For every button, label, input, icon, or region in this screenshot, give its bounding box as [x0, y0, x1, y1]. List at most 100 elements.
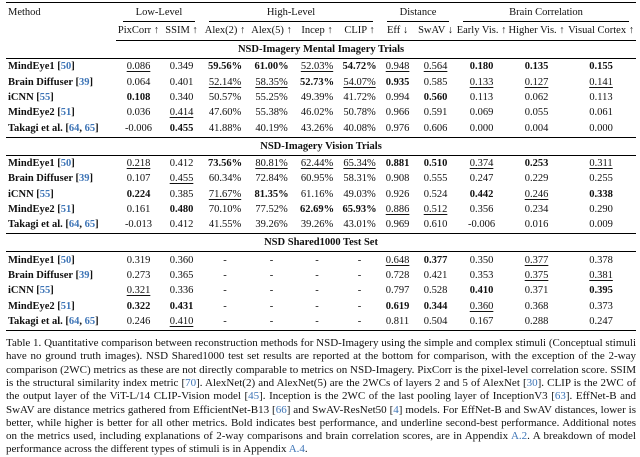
citation-link[interactable]: 51: [60, 107, 72, 119]
metric-value: 0.004: [507, 120, 567, 138]
group-header-brain-correlation: Brain Correlation: [456, 3, 636, 22]
metric-value: 0.368: [524, 300, 549, 312]
metric-value: 0.385: [169, 188, 194, 200]
citation-link[interactable]: 65: [84, 219, 96, 231]
citation-link[interactable]: 39: [78, 173, 90, 185]
metric-value: 0.966: [385, 107, 410, 119]
metric-value: 52.14%: [208, 76, 242, 88]
method-name: MindEye1 [50]: [8, 254, 75, 266]
table-column-header-row: PixCorr ↑ SSIM ↑ Alex(2) ↑ Alex(5) ↑ Inc…: [6, 22, 637, 41]
metric-value: 0.344: [423, 300, 448, 312]
method-label: MindEye2: [8, 300, 55, 312]
metric-value: -: [315, 254, 319, 266]
metric-value: 0.591: [423, 107, 448, 119]
citation-link[interactable]: 64: [68, 219, 80, 231]
metric-value: 0.338: [589, 188, 613, 200]
citation-link[interactable]: 55: [39, 91, 51, 103]
citation-link[interactable]: 39: [78, 269, 90, 281]
method-label: MindEye1: [8, 157, 55, 169]
citation-link[interactable]: 70: [185, 376, 197, 389]
metric-value: 81.35%: [254, 188, 289, 200]
metric-value: 0.410: [161, 313, 202, 332]
table-row: Brain Diffuser [39] 0.107 0.455 60.34% 72.84…: [6, 171, 636, 186]
metric-value: -: [357, 254, 362, 266]
citation-link[interactable]: 50: [60, 254, 72, 266]
method-name: Brain Diffuser [39]: [8, 269, 93, 281]
metric-value: 43.26%: [295, 120, 339, 138]
metric-value: 0.585: [423, 76, 448, 88]
metric-value: 0.336: [169, 285, 194, 297]
citation-link[interactable]: 50: [60, 61, 72, 73]
group-header-low-level: Low-Level: [116, 3, 202, 22]
metric-value: 39.26%: [295, 217, 339, 235]
citation-link[interactable]: 39: [78, 76, 90, 88]
metric-value: 0.377: [524, 254, 549, 266]
citation-link[interactable]: 50: [60, 157, 72, 169]
metric-value: 0.480: [169, 204, 194, 215]
metric-value: 0.356: [469, 204, 494, 215]
metric-value: 0.811: [380, 313, 416, 332]
metric-value: 0.322: [126, 300, 151, 312]
metric-value: 58.35%: [255, 76, 288, 88]
metric-value: 43.01%: [339, 217, 381, 235]
metric-value: 0.648: [385, 254, 410, 266]
metric-value: 61.00%: [254, 61, 289, 73]
citation-link[interactable]: 65: [84, 122, 96, 134]
method-name: MindEye2 [51]: [8, 204, 75, 215]
method-label: MindEye1: [8, 61, 55, 73]
metric-value: 0.374: [469, 157, 494, 169]
citation-link[interactable]: 55: [39, 188, 51, 200]
metric-value: 0.512: [423, 204, 448, 215]
metric-value: 47.60%: [208, 107, 242, 119]
citation-link[interactable]: 64: [68, 316, 80, 328]
metric-value: 0.442: [469, 188, 494, 200]
citation-link[interactable]: 63: [554, 390, 566, 403]
metric-value: 0.069: [469, 107, 494, 119]
caption-text: ]. EffNet-B and SwAV are distance metric…: [6, 390, 637, 416]
metric-value: 0.234: [524, 204, 549, 215]
column-header-swav: SwAV ↓: [415, 22, 457, 41]
metric-value: 0.728: [385, 269, 410, 281]
metric-value: 0.321: [126, 285, 151, 297]
table-row: Takagi et al. [64, 65] 0.246 0.410- - - -0.81…: [6, 313, 637, 332]
table-row: iCNN [55] 0.108 0.340 50.57% 55.25% 49.39% 41.…: [6, 90, 636, 105]
metric-value: 0.061: [589, 107, 613, 119]
citation-link[interactable]: 64: [68, 122, 80, 134]
citation-link[interactable]: A.2: [510, 430, 528, 443]
metric-value: -: [315, 269, 319, 281]
metric-value: 0.560: [423, 91, 448, 103]
metric-value: 0.555: [423, 173, 448, 185]
metric-value: 0.055: [524, 107, 549, 119]
metric-value: 58.31%: [343, 173, 376, 185]
metric-value: 0.107: [126, 173, 151, 185]
metric-value: 65.34%: [343, 157, 376, 169]
metric-value: 0.319: [126, 254, 151, 266]
citation-link[interactable]: 55: [39, 285, 51, 297]
metric-value: 0.886: [385, 204, 410, 215]
metric-value: -0.006: [456, 217, 508, 235]
table-row: Takagi et al. [64, 65] -0.006 0.455 41.88% 4…: [6, 120, 637, 138]
metric-value: 0.360: [469, 300, 494, 312]
citation-link[interactable]: 4: [393, 403, 399, 416]
metric-value: 60.95%: [300, 173, 334, 185]
method-label: iCNN: [8, 285, 34, 297]
citation-link[interactable]: 51: [60, 300, 72, 312]
citation-link[interactable]: 30: [526, 376, 538, 389]
citation-link[interactable]: 66: [275, 403, 287, 416]
citation-link[interactable]: A.4: [288, 443, 305, 456]
method-label: iCNN: [8, 188, 34, 200]
metric-value: -: [223, 269, 227, 281]
metric-value: 62.69%: [299, 204, 335, 215]
metric-value: 65.93%: [342, 204, 377, 215]
column-header-method: Method: [8, 7, 41, 18]
metric-value: 0.247: [469, 173, 494, 185]
metric-value: 0.000: [566, 120, 637, 138]
method-name: iCNN [55]: [8, 91, 54, 103]
citation-link[interactable]: 65: [84, 316, 96, 328]
metric-value: 0.455: [161, 120, 202, 138]
metric-value: 0.908: [385, 173, 410, 185]
citation-link[interactable]: 45: [248, 390, 260, 403]
metric-value: 0.350: [469, 254, 494, 266]
citation-link[interactable]: 51: [60, 204, 72, 215]
metric-value: 0.155: [589, 61, 613, 73]
